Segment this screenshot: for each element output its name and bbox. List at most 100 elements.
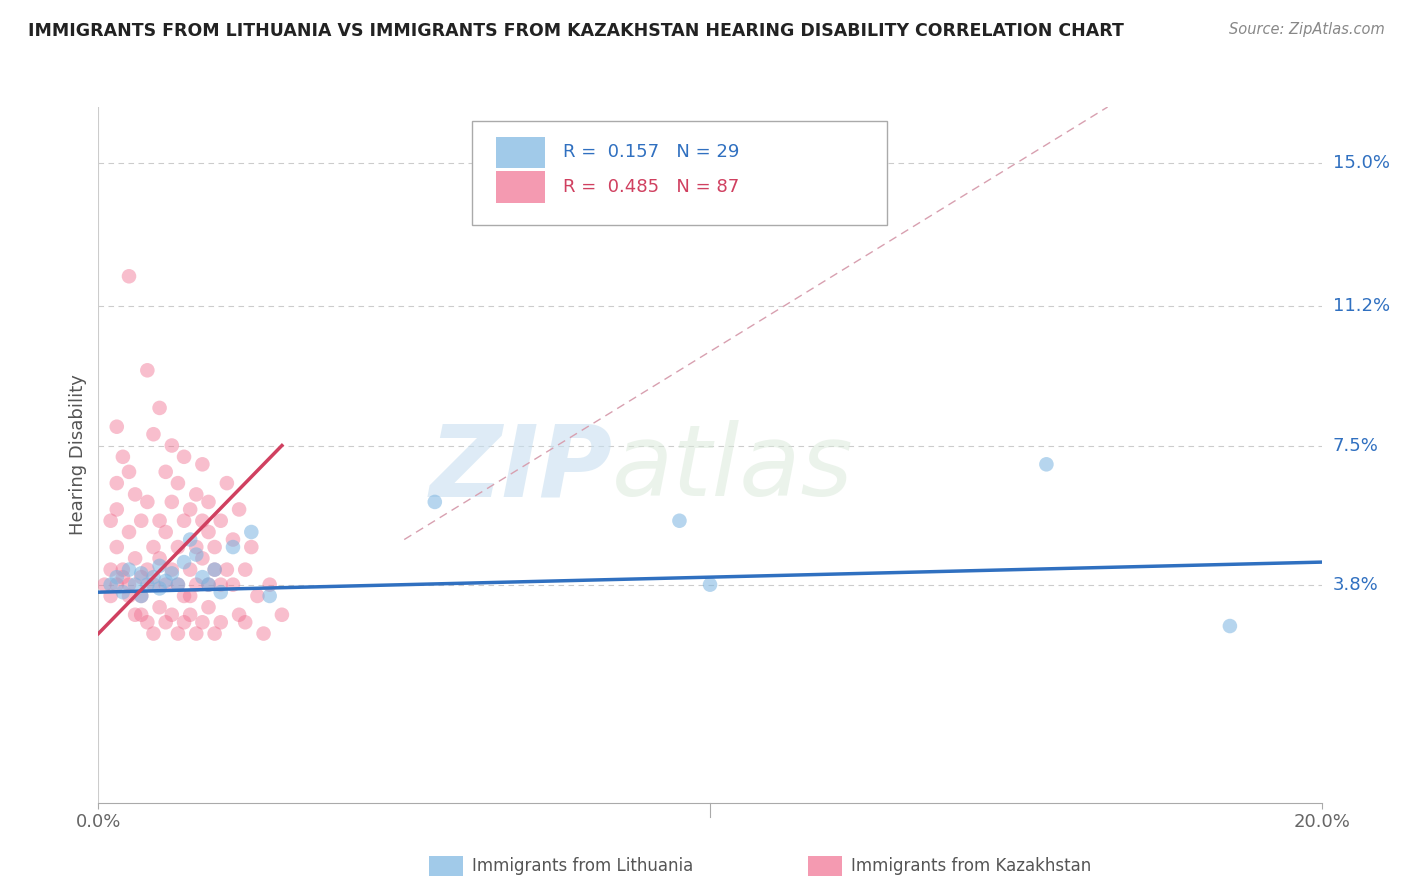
Point [136, 363, 159, 377]
Point [259, 589, 281, 603]
Point [228, 607, 250, 622]
Point [173, 450, 195, 464]
Bar [496, 171, 546, 202]
Point [118, 563, 141, 577]
Point [197, 577, 219, 591]
Point [1035, 458, 1057, 472]
Point [173, 514, 195, 528]
Point [197, 524, 219, 539]
Point [100, 514, 122, 528]
Text: 3.8%: 3.8% [1333, 575, 1378, 594]
Point [191, 458, 214, 472]
Point [423, 495, 446, 509]
Point [191, 570, 214, 584]
Point [105, 570, 128, 584]
Point [252, 626, 274, 640]
Point [118, 269, 141, 284]
Point [160, 495, 183, 509]
Point [222, 577, 245, 591]
Point [105, 502, 128, 516]
Point [179, 563, 201, 577]
Point [118, 589, 141, 603]
Point [100, 589, 122, 603]
Point [149, 582, 172, 596]
Point [142, 626, 165, 640]
Point [222, 540, 245, 554]
Point [179, 502, 201, 516]
Point [136, 495, 159, 509]
Point [699, 577, 721, 591]
Text: ZIP: ZIP [429, 420, 612, 517]
Point [155, 574, 177, 588]
Point [105, 419, 128, 434]
Point [215, 563, 238, 577]
Point [259, 577, 281, 591]
Point [240, 540, 263, 554]
Text: IMMIGRANTS FROM LITHUANIA VS IMMIGRANTS FROM KAZAKHSTAN HEARING DISABILITY CORRE: IMMIGRANTS FROM LITHUANIA VS IMMIGRANTS … [28, 22, 1123, 40]
Point [167, 476, 190, 491]
Point [179, 607, 201, 622]
Point [173, 615, 195, 630]
Point [204, 563, 226, 577]
Bar [496, 136, 546, 168]
Point [149, 401, 172, 415]
Point [149, 514, 172, 528]
Point [186, 577, 208, 591]
Point [129, 570, 152, 584]
Point [179, 589, 201, 603]
Point [100, 563, 122, 577]
Y-axis label: Hearing Disability: Hearing Disability [69, 375, 87, 535]
Point [142, 540, 165, 554]
Point [197, 495, 219, 509]
Point [186, 487, 208, 501]
Point [209, 577, 232, 591]
Point [149, 600, 172, 615]
Point [124, 551, 146, 566]
Point [191, 514, 214, 528]
Point [142, 570, 165, 584]
Point [186, 626, 208, 640]
Point [1219, 619, 1241, 633]
Text: atlas: atlas [612, 420, 853, 517]
Point [209, 514, 232, 528]
Point [118, 524, 141, 539]
Point [142, 577, 165, 591]
Point [155, 615, 177, 630]
Point [191, 615, 214, 630]
Point [179, 533, 201, 547]
Point [186, 548, 208, 562]
Point [167, 626, 190, 640]
Point [167, 540, 190, 554]
Text: Immigrants from Kazakhstan: Immigrants from Kazakhstan [851, 857, 1091, 875]
Point [191, 551, 214, 566]
Point [111, 570, 134, 584]
Point [111, 585, 134, 599]
Point [173, 589, 195, 603]
Point [155, 465, 177, 479]
Point [129, 514, 152, 528]
Point [111, 450, 134, 464]
Point [136, 615, 159, 630]
Point [160, 563, 183, 577]
Point [124, 487, 146, 501]
Text: Source: ZipAtlas.com: Source: ZipAtlas.com [1229, 22, 1385, 37]
Point [209, 585, 232, 599]
Point [270, 607, 292, 622]
Point [136, 577, 159, 591]
Bar [808, 856, 842, 876]
Bar [429, 856, 463, 876]
Point [111, 563, 134, 577]
Point [668, 514, 690, 528]
Point [167, 577, 190, 591]
Text: 11.2%: 11.2% [1333, 297, 1391, 316]
Point [160, 438, 183, 452]
Point [155, 524, 177, 539]
Point [129, 607, 152, 622]
Point [173, 555, 195, 569]
Point [204, 626, 226, 640]
Point [246, 589, 269, 603]
Text: R =  0.485   N = 87: R = 0.485 N = 87 [564, 178, 740, 196]
Point [233, 615, 256, 630]
Text: Immigrants from Lithuania: Immigrants from Lithuania [471, 857, 693, 875]
Point [118, 577, 141, 591]
